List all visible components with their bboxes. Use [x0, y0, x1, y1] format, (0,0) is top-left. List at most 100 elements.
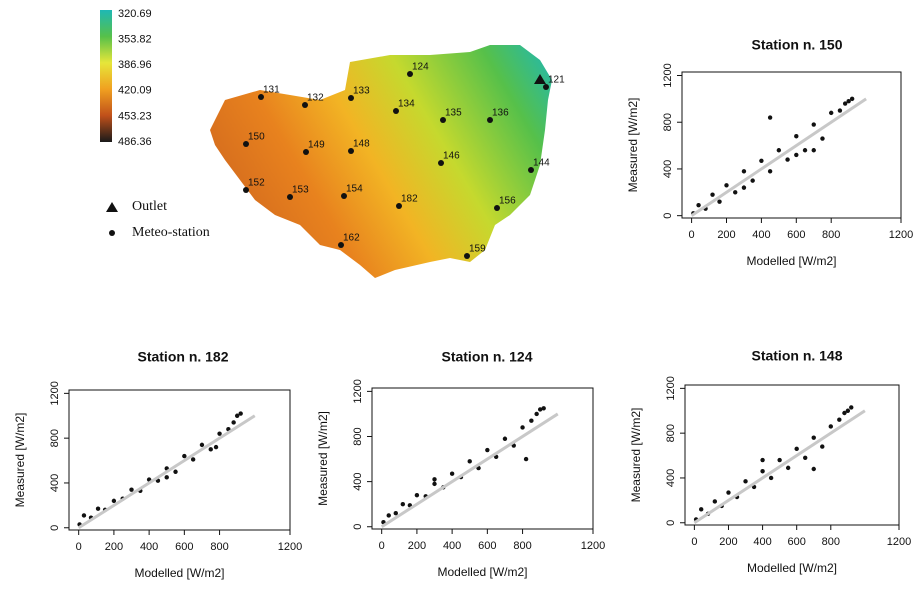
data-point: [214, 445, 218, 449]
x-axis-label: Modelled [W/m2]: [747, 561, 837, 575]
y-tick-label: 1200: [665, 376, 677, 400]
plot-frame: [372, 388, 593, 529]
data-point: [217, 431, 221, 435]
data-point: [742, 185, 746, 189]
y-tick-label: 0: [49, 525, 61, 531]
y-tick-label: 800: [665, 424, 677, 442]
y-tick-label: 0: [665, 520, 677, 526]
data-point: [768, 169, 772, 173]
data-point: [760, 469, 764, 473]
data-point: [713, 499, 717, 503]
data-point: [759, 159, 763, 163]
data-point: [696, 203, 700, 207]
station-label: 135: [445, 108, 462, 119]
data-point: [200, 443, 204, 447]
x-tick-label: 800: [822, 536, 840, 548]
data-point: [786, 466, 790, 470]
station-label: 146: [443, 151, 460, 162]
colorbar-label: 320.69: [118, 8, 152, 20]
data-point: [837, 418, 841, 422]
data-point: [750, 178, 754, 182]
data-point: [485, 448, 489, 452]
x-tick-label: 1200: [581, 540, 605, 552]
x-tick-label: 1200: [887, 536, 911, 548]
station-label: 149: [308, 140, 325, 151]
y-axis-label: Measured [W/m2]: [316, 411, 330, 506]
data-point: [191, 457, 195, 461]
data-point: [394, 511, 398, 515]
data-point: [450, 472, 454, 476]
x-tick-label: 0: [379, 540, 385, 552]
x-tick-label: 400: [140, 541, 158, 553]
chart-title: Station n. 182: [137, 349, 228, 365]
y-tick-label: 0: [352, 524, 364, 530]
data-point: [794, 153, 798, 157]
y-tick-label: 1200: [352, 379, 364, 403]
chart-title: Station n. 150: [751, 37, 842, 53]
x-tick-label: 600: [478, 540, 496, 552]
station-label: 124: [412, 62, 429, 73]
colorbar-label: 353.82: [118, 34, 152, 46]
x-tick-label: 1200: [278, 541, 302, 553]
data-point: [717, 199, 721, 203]
plot-frame: [69, 390, 290, 530]
data-point: [432, 482, 436, 486]
colorbar-label: 420.09: [118, 85, 152, 97]
x-tick-label: 200: [408, 540, 426, 552]
data-point: [794, 134, 798, 138]
station-label: 154: [346, 184, 363, 195]
data-point: [699, 507, 703, 511]
y-axis-label: Measured [W/m2]: [626, 98, 640, 193]
data-point: [820, 444, 824, 448]
data-point: [165, 475, 169, 479]
reference-line: [79, 416, 255, 528]
station-label: 159: [469, 244, 486, 255]
chart-title: Station n. 124: [441, 349, 532, 365]
x-axis-label: Modelled [W/m2]: [746, 254, 836, 268]
data-point: [850, 97, 854, 101]
data-point: [468, 459, 472, 463]
data-point: [209, 447, 213, 451]
y-tick-label: 400: [49, 474, 61, 492]
data-point: [777, 458, 781, 462]
data-point: [777, 148, 781, 152]
station-label: 153: [292, 185, 309, 196]
station-label: 152: [248, 178, 265, 189]
data-point: [849, 405, 853, 409]
station-label: 148: [353, 139, 370, 150]
x-axis-label: Modelled [W/m2]: [437, 565, 527, 579]
station-label: 133: [353, 86, 370, 97]
data-point: [415, 493, 419, 497]
data-point: [710, 192, 714, 196]
data-point: [742, 169, 746, 173]
data-point: [541, 406, 545, 410]
legend-label: Outlet: [132, 199, 167, 214]
data-point: [387, 513, 391, 517]
station-label: 132: [307, 93, 324, 104]
x-tick-label: 600: [175, 541, 193, 553]
data-point: [812, 122, 816, 126]
data-point: [743, 479, 747, 483]
x-tick-label: 800: [210, 541, 228, 553]
y-tick-label: 800: [352, 427, 364, 445]
y-tick-label: 400: [352, 472, 364, 490]
x-tick-label: 0: [689, 229, 695, 241]
colorbar-label: 486.36: [118, 136, 152, 148]
station-label: 121: [548, 75, 565, 86]
data-point: [503, 437, 507, 441]
reference-line: [694, 411, 865, 523]
data-point: [803, 456, 807, 460]
x-tick-label: 200: [719, 536, 737, 548]
x-tick-label: 800: [822, 229, 840, 241]
data-point: [112, 499, 116, 503]
station-label: 182: [401, 194, 418, 205]
y-tick-label: 1200: [662, 63, 674, 87]
station-label: 144: [533, 158, 550, 169]
y-tick-label: 0: [662, 213, 674, 219]
data-point: [846, 409, 850, 413]
data-point: [838, 108, 842, 112]
data-point: [238, 411, 242, 415]
data-point: [812, 467, 816, 471]
y-tick-label: 800: [49, 429, 61, 447]
colorbar-label: 453.23: [118, 110, 152, 122]
